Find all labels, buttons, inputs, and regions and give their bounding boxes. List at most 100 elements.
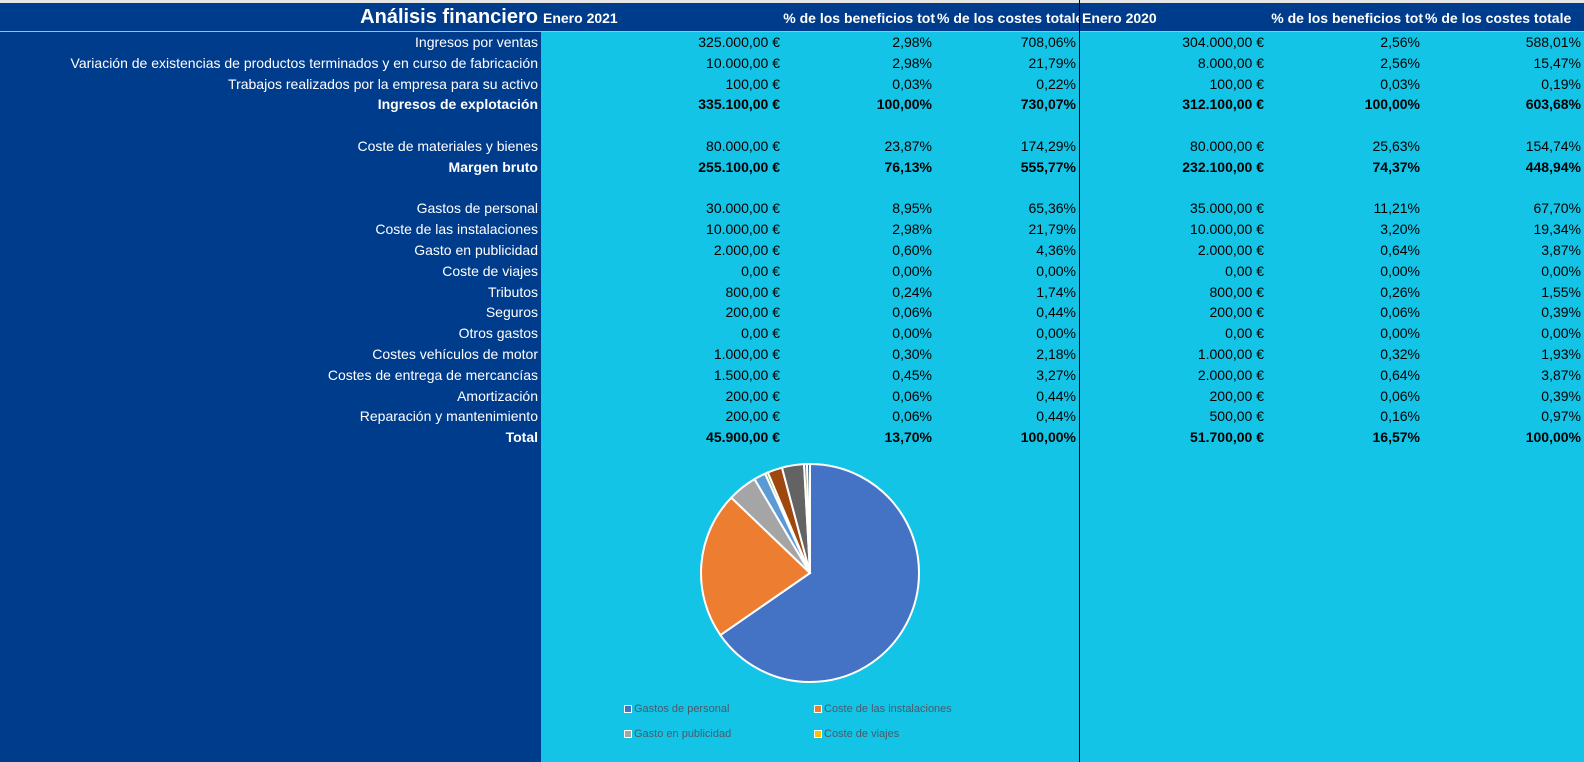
cell-value[interactable]: 0,03% (892, 75, 932, 92)
cell-value[interactable]: 21,79% (1028, 54, 1076, 71)
cell-value[interactable]: 0,24% (892, 283, 932, 300)
cell-value[interactable]: 325.000,00 € (698, 34, 780, 50)
legend-item[interactable]: Gastos de personal (624, 703, 729, 715)
cell-value[interactable]: 1.500,00 € (713, 366, 780, 383)
header-enero-2021[interactable]: Enero 2021 (543, 10, 618, 26)
cell-value[interactable]: 0,03% (1380, 75, 1420, 92)
cell-value[interactable]: 100,00 € (725, 75, 781, 92)
row-label[interactable]: Variación de existencias de productos te… (70, 54, 538, 71)
cell-value[interactable]: 0,00% (892, 325, 932, 342)
cell-value[interactable]: 603,68% (1525, 96, 1581, 113)
cell-value[interactable]: 0,64% (1380, 242, 1420, 258)
row-label[interactable]: Margen bruto (448, 158, 538, 175)
cell-value[interactable]: 25,63% (1372, 138, 1420, 154)
cell-value[interactable]: 0,45% (892, 366, 932, 383)
header-pct-costes-2021[interactable]: % de los costes totale (937, 10, 1079, 26)
cell-value[interactable]: 0,32% (1380, 346, 1420, 362)
cell-value[interactable]: 0,00% (1380, 262, 1420, 279)
cell-value[interactable]: 154,74% (1525, 138, 1581, 154)
row-label[interactable]: Ingresos por ventas (415, 34, 538, 50)
cell-value[interactable]: 13,70% (884, 429, 932, 446)
cell-value[interactable]: 0,64% (1380, 366, 1420, 383)
cell-value[interactable]: 0,44% (1036, 304, 1076, 321)
cell-value[interactable]: 0,39% (1541, 304, 1581, 321)
cell-value[interactable]: 30.000,00 € (706, 200, 780, 217)
cell-value[interactable]: 588,01% (1525, 34, 1581, 50)
legend-item[interactable]: Gasto en publicidad (624, 728, 731, 740)
row-label[interactable]: Amortización (457, 387, 538, 404)
cell-value[interactable]: 80.000,00 € (1190, 138, 1264, 154)
cell-value[interactable]: 200,00 € (725, 408, 781, 425)
pie-slice-reparacion-y-mantenimiento[interactable] (805, 462, 811, 574)
cell-value[interactable]: 800,00 € (1209, 283, 1265, 300)
row-label[interactable]: Trabajos realizados por la empresa para … (228, 75, 538, 92)
row-label[interactable]: Coste de viajes (442, 262, 538, 279)
cell-value[interactable]: 1,55% (1541, 283, 1581, 300)
sheet-title[interactable]: Análisis financiero (360, 6, 538, 28)
cell-value[interactable]: 0,06% (1380, 304, 1420, 321)
row-label[interactable]: Seguros (485, 304, 538, 321)
row-label[interactable]: Coste de las instalaciones (375, 221, 538, 238)
cell-value[interactable]: 708,06% (1020, 34, 1076, 50)
cell-value[interactable]: 2.000,00 € (1197, 242, 1264, 258)
cell-value[interactable]: 0,06% (892, 387, 932, 404)
cell-value[interactable]: 200,00 € (1209, 387, 1265, 404)
cost-pie-chart[interactable] (690, 455, 930, 695)
cell-value[interactable]: 0,00 € (1225, 325, 1264, 342)
cell-value[interactable]: 500,00 € (1209, 408, 1265, 425)
cell-value[interactable]: 10.000,00 € (1190, 221, 1264, 238)
cell-value[interactable]: 0,22% (1036, 75, 1076, 92)
cell-value[interactable]: 0,30% (892, 346, 932, 362)
header-enero-2020[interactable]: Enero 2020 (1082, 10, 1157, 26)
cell-value[interactable]: 0,00% (892, 262, 932, 279)
cell-value[interactable]: 730,07% (1020, 96, 1076, 113)
cell-value[interactable]: 448,94% (1525, 158, 1581, 175)
cell-value[interactable]: 304.000,00 € (1182, 34, 1264, 50)
cell-value[interactable]: 800,00 € (725, 283, 781, 300)
cell-value[interactable]: 19,34% (1533, 221, 1581, 238)
cell-value[interactable]: 200,00 € (1209, 304, 1265, 321)
cell-value[interactable]: 2.000,00 € (1197, 366, 1264, 383)
cell-value[interactable]: 23,87% (884, 138, 932, 154)
cell-value[interactable]: 100,00% (1020, 429, 1076, 446)
cell-value[interactable]: 100,00 € (1209, 75, 1265, 92)
cell-value[interactable]: 10.000,00 € (706, 221, 780, 238)
cell-value[interactable]: 45.900,00 € (706, 429, 780, 446)
cell-value[interactable]: 65,36% (1028, 200, 1076, 217)
legend-item[interactable]: Coste de las instalaciones (814, 703, 952, 715)
cell-value[interactable]: 0,00% (1541, 262, 1581, 279)
cell-value[interactable]: 255.100,00 € (698, 158, 780, 175)
cell-value[interactable]: 3,87% (1541, 366, 1581, 383)
cell-value[interactable]: 8,95% (892, 200, 932, 217)
cell-value[interactable]: 2,18% (1036, 346, 1076, 362)
cell-value[interactable]: 200,00 € (725, 304, 781, 321)
cell-value[interactable]: 1.000,00 € (713, 346, 780, 362)
cell-value[interactable]: 0,60% (892, 242, 932, 258)
row-label[interactable]: Costes vehículos de motor (372, 346, 538, 362)
cell-value[interactable]: 0,00 € (741, 262, 780, 279)
cell-value[interactable]: 0,00% (1036, 325, 1076, 342)
row-label[interactable]: Coste de materiales y bienes (357, 138, 538, 154)
cell-value[interactable]: 15,47% (1533, 54, 1581, 71)
cell-value[interactable]: 0,00% (1541, 325, 1581, 342)
cell-value[interactable]: 2,56% (1380, 34, 1420, 50)
cell-value[interactable]: 51.700,00 € (1190, 429, 1264, 446)
cell-value[interactable]: 200,00 € (725, 387, 781, 404)
cell-value[interactable]: 1.000,00 € (1197, 346, 1264, 362)
row-label[interactable]: Total (505, 429, 538, 446)
row-label[interactable]: Gasto en publicidad (414, 242, 538, 258)
cell-value[interactable]: 0,06% (1380, 387, 1420, 404)
cell-value[interactable]: 4,36% (1036, 242, 1076, 258)
cell-value[interactable]: 100,00% (1364, 96, 1420, 113)
row-label[interactable]: Tributos (487, 283, 538, 300)
cell-value[interactable]: 0,16% (1380, 408, 1420, 425)
legend-item[interactable]: Coste de viajes (814, 728, 899, 740)
cell-value[interactable]: 21,79% (1028, 221, 1076, 238)
cell-value[interactable]: 16,57% (1372, 429, 1420, 446)
row-label[interactable]: Ingresos de explotación (377, 96, 538, 113)
cell-value[interactable]: 0,97% (1541, 408, 1581, 425)
cell-value[interactable]: 335.100,00 € (698, 96, 780, 113)
cell-value[interactable]: 174,29% (1020, 138, 1076, 154)
cell-value[interactable]: 11,21% (1373, 200, 1420, 217)
cell-value[interactable]: 2,56% (1380, 54, 1420, 71)
